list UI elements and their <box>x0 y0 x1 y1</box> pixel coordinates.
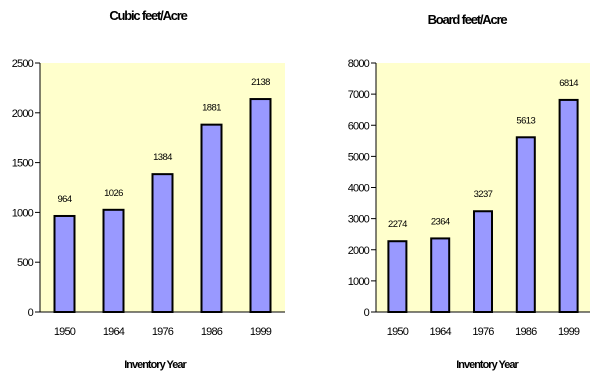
y-tick-label: 2000 <box>12 108 34 120</box>
x-tick-label: 1986 <box>201 326 223 338</box>
y-tick-label: 2000 <box>348 245 370 257</box>
x-tick-label: 1999 <box>250 326 272 338</box>
bar-1964 <box>430 237 451 313</box>
y-tick-label: 500 <box>17 257 34 269</box>
y-tick-label: 8000 <box>348 58 370 70</box>
y-tick-label: 7000 <box>348 89 370 101</box>
y-tick-label: 2500 <box>12 58 34 70</box>
x-tick-label: 1964 <box>430 326 452 338</box>
data-labels: 964 1026 1384 1881 2138 <box>57 77 270 205</box>
x-axis-ticks: 1950 1964 1976 1986 1999 <box>54 326 273 338</box>
data-label-1986: 1881 <box>202 103 221 114</box>
chart-title: Board feet/Acre <box>428 12 508 27</box>
bar-1986 <box>200 123 223 313</box>
data-labels: 2274 2364 3237 5613 6814 <box>388 78 579 230</box>
bar-1999 <box>249 98 272 313</box>
y-tick-label: 6000 <box>348 120 370 132</box>
chart-cubic-feet: Cubic feet/Acre 964 1026 1384 1881 2138 0 500… <box>12 8 285 371</box>
y-tick-label: 0 <box>28 307 34 319</box>
bar-1999 <box>558 98 579 314</box>
x-tick-label: 1964 <box>103 326 125 338</box>
bar-1986 <box>515 136 536 313</box>
data-label-1999: 6814 <box>559 78 578 89</box>
y-axis-ticks: 0 500 1000 1500 2000 2500 <box>12 58 40 319</box>
y-axis-ticks: 0 1000 2000 3000 4000 5000 6000 7000 8000 <box>348 58 376 319</box>
data-label-1950: 964 <box>57 194 71 205</box>
bar-1950 <box>387 240 408 314</box>
data-label-1950: 2274 <box>388 219 407 230</box>
y-tick-label: 4000 <box>348 183 370 195</box>
bar-1964 <box>102 208 125 313</box>
x-tick-label: 1976 <box>472 326 494 338</box>
chart-title: Cubic feet/Acre <box>109 8 187 23</box>
y-tick-label: 0 <box>364 307 370 319</box>
data-label-1976: 3237 <box>474 189 493 200</box>
x-tick-label: 1986 <box>515 326 537 338</box>
data-label-1986: 5613 <box>516 115 535 126</box>
bar-series <box>387 98 579 314</box>
chart-board-feet: Board feet/Acre 2274 2364 3237 5613 6814 0 10… <box>348 12 590 371</box>
x-tick-label: 1950 <box>54 326 76 338</box>
x-axis-ticks: 1950 1964 1976 1986 1999 <box>387 326 581 338</box>
x-tick-label: 1950 <box>387 326 409 338</box>
x-tick-label: 1999 <box>558 326 580 338</box>
bar-1976 <box>151 173 174 313</box>
bar-1976 <box>473 210 493 314</box>
y-tick-label: 1500 <box>12 158 34 170</box>
x-axis-label: Inventory Year <box>124 359 187 371</box>
data-label-1964: 2364 <box>431 216 450 227</box>
x-axis-label: Inventory Year <box>456 359 519 371</box>
bar-series <box>53 98 272 313</box>
y-tick-label: 3000 <box>348 214 370 226</box>
data-label-1964: 1026 <box>104 188 123 199</box>
data-label-1976: 1384 <box>153 152 172 163</box>
x-tick-label: 1976 <box>152 326 174 338</box>
y-tick-label: 5000 <box>348 151 370 163</box>
y-tick-label: 1000 <box>12 207 34 219</box>
data-label-1999: 2138 <box>251 77 270 88</box>
bar-1950 <box>53 214 76 313</box>
y-tick-label: 1000 <box>348 276 370 288</box>
